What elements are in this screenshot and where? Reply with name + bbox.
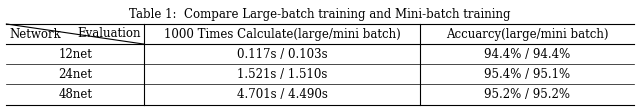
Text: 48net: 48net: [58, 88, 92, 101]
Text: 24net: 24net: [58, 68, 92, 81]
Text: Evaluation: Evaluation: [77, 27, 141, 40]
Text: Table 1:  Compare Large-batch training and Mini-batch training: Table 1: Compare Large-batch training an…: [129, 8, 511, 21]
Text: 95.2% / 95.2%: 95.2% / 95.2%: [484, 88, 570, 101]
Text: 94.4% / 94.4%: 94.4% / 94.4%: [484, 48, 570, 61]
Text: 0.117s / 0.103s: 0.117s / 0.103s: [237, 48, 328, 61]
Text: Network: Network: [10, 28, 61, 41]
Text: Accuarcy(large/mini batch): Accuarcy(large/mini batch): [445, 28, 608, 41]
Text: 1.521s / 1.510s: 1.521s / 1.510s: [237, 68, 328, 81]
Text: 95.4% / 95.1%: 95.4% / 95.1%: [484, 68, 570, 81]
Text: 12net: 12net: [58, 48, 92, 61]
Text: 4.701s / 4.490s: 4.701s / 4.490s: [237, 88, 328, 101]
Text: 1000 Times Calculate(large/mini batch): 1000 Times Calculate(large/mini batch): [164, 28, 401, 41]
